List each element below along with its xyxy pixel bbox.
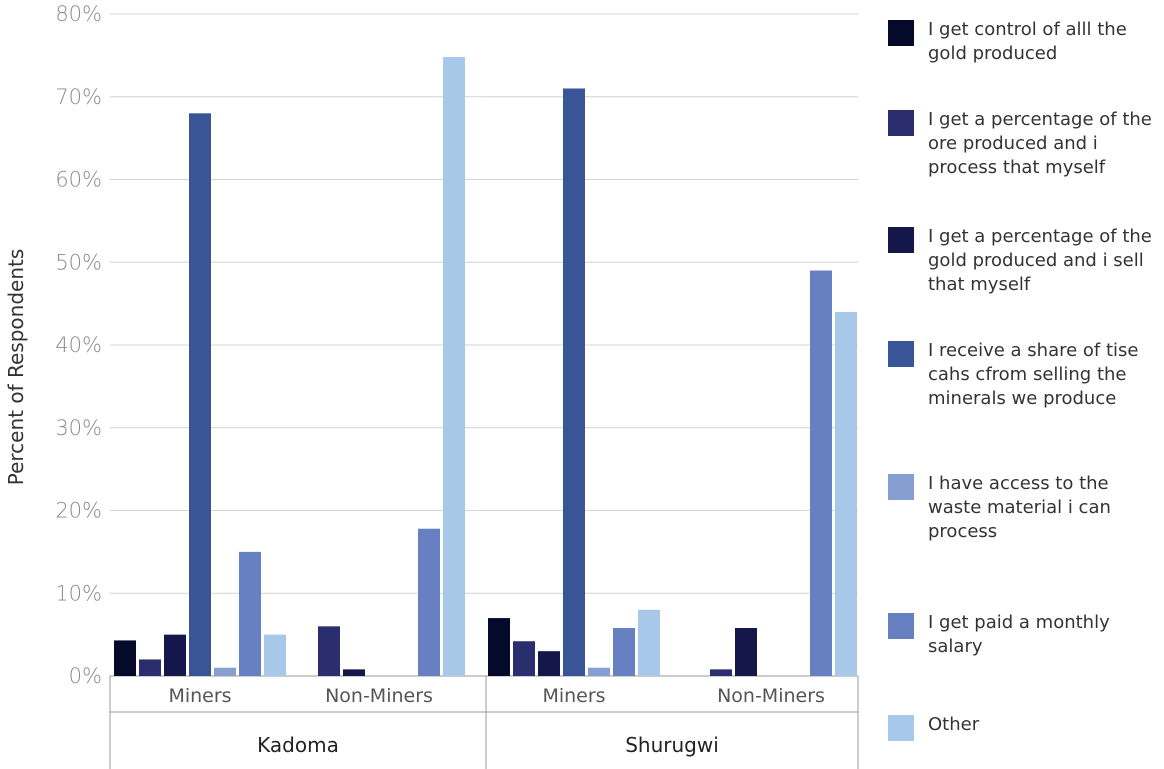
legend-swatch bbox=[888, 110, 914, 136]
legend-item: I get a percentage of the ore produced a… bbox=[888, 108, 1163, 180]
bar bbox=[318, 626, 340, 676]
bar bbox=[264, 634, 286, 676]
legend-label: I get control of alll the gold produced bbox=[928, 19, 1127, 64]
legend-item: I get control of alll the gold produced bbox=[888, 18, 1163, 66]
bars bbox=[114, 57, 857, 677]
bar bbox=[164, 634, 186, 676]
legend-swatch bbox=[888, 20, 914, 46]
bar bbox=[488, 618, 510, 676]
bar bbox=[563, 88, 585, 677]
legend-label: I have access to the waste material i ca… bbox=[928, 473, 1111, 542]
bar bbox=[239, 551, 261, 676]
y-axis-label: Percent of Respondents bbox=[4, 249, 28, 486]
legend-label: I get paid a monthly salary bbox=[928, 612, 1110, 657]
category-label: Non-Miners bbox=[325, 685, 433, 707]
legend-label: Other bbox=[928, 714, 980, 735]
legend-swatch bbox=[888, 715, 914, 741]
bar bbox=[538, 651, 560, 676]
bar bbox=[189, 113, 211, 677]
legend-item: I receive a share of tise cahs cfrom sel… bbox=[888, 339, 1163, 411]
bar bbox=[114, 640, 136, 676]
y-tick-label: 40% bbox=[55, 333, 102, 357]
y-tick-label: 80% bbox=[55, 2, 102, 26]
bar bbox=[418, 528, 440, 676]
y-tick-label: 0% bbox=[69, 664, 102, 688]
bar bbox=[613, 628, 635, 676]
bar bbox=[343, 669, 365, 676]
bar bbox=[513, 641, 535, 676]
y-tick-label: 10% bbox=[55, 581, 102, 605]
category-label: Miners bbox=[168, 685, 231, 707]
category-label: Non-Miners bbox=[717, 685, 825, 707]
group-label: Kadoma bbox=[257, 733, 339, 757]
gridlines bbox=[110, 13, 858, 677]
legend-swatch bbox=[888, 227, 914, 253]
y-axis-tick-labels: 0% 10% 20% 30% 40% 50% 60% 70% 80% bbox=[55, 2, 102, 688]
group-label: Shurugwi bbox=[625, 733, 719, 757]
bar bbox=[735, 628, 757, 676]
legend-label: I receive a share of tise cahs cfrom sel… bbox=[928, 340, 1139, 409]
bar bbox=[443, 57, 465, 676]
bar bbox=[835, 311, 857, 676]
y-tick-label: 30% bbox=[55, 416, 102, 440]
bar bbox=[638, 609, 660, 676]
legend-swatch bbox=[888, 613, 914, 639]
y-tick-label: 60% bbox=[55, 168, 102, 192]
bar bbox=[810, 270, 832, 676]
legend-label: I get a percentage of the gold produced … bbox=[928, 226, 1152, 295]
bar bbox=[710, 669, 732, 676]
bar bbox=[214, 667, 236, 676]
bar bbox=[139, 659, 161, 676]
x-axis: Miners Non-Miners Kadoma Miners Non-Miners Sh… bbox=[109, 676, 859, 769]
legend-item: Other bbox=[888, 713, 1163, 741]
y-tick-label: 20% bbox=[55, 499, 102, 523]
y-tick-label: 70% bbox=[55, 85, 102, 109]
legend-label: I get a percentage of the ore produced a… bbox=[928, 109, 1152, 178]
legend-swatch bbox=[888, 474, 914, 500]
legend-item: I have access to the waste material i ca… bbox=[888, 472, 1163, 544]
bar bbox=[588, 667, 610, 676]
legend-swatch bbox=[888, 341, 914, 367]
y-tick-label: 50% bbox=[55, 250, 102, 274]
legend-item: I get paid a monthly salary bbox=[888, 611, 1163, 659]
category-label: Miners bbox=[542, 685, 605, 707]
legend-item: I get a percentage of the gold produced … bbox=[888, 225, 1163, 297]
